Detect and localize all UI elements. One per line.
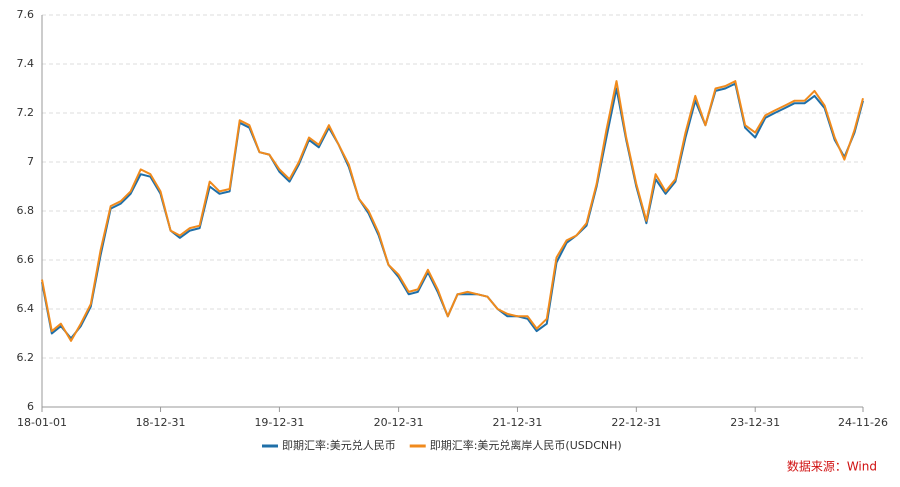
x-tick-label: 21-12-31 <box>493 416 543 429</box>
x-tick-label: 18-12-31 <box>136 416 186 429</box>
y-tick-label: 7.4 <box>17 57 35 70</box>
y-tick-label: 7 <box>27 155 34 168</box>
legend-label: 即期汇率:美元兑人民币 <box>282 438 396 452</box>
x-tick-label: 19-12-31 <box>254 416 304 429</box>
y-tick-label: 6.2 <box>17 351 35 364</box>
x-tick-label: 24-11-26 <box>838 416 888 429</box>
y-tick-label: 6 <box>27 400 34 413</box>
legend-label: 即期汇率:美元兑离岸人民币(USDCNH) <box>430 438 622 452</box>
x-tick-label: 18-01-01 <box>17 416 67 429</box>
y-tick-label: 7.2 <box>17 106 35 119</box>
y-tick-label: 6.6 <box>17 253 35 266</box>
x-tick-label: 22-12-31 <box>611 416 661 429</box>
source-note: 数据来源：Wind <box>787 459 877 474</box>
x-tick-label: 20-12-31 <box>374 416 424 429</box>
y-tick-label: 6.4 <box>17 302 35 315</box>
series-line <box>41 80 864 342</box>
x-tick-label: 23-12-31 <box>730 416 780 429</box>
y-tick-label: 6.8 <box>17 204 35 217</box>
y-tick-label: 7.6 <box>17 8 35 21</box>
